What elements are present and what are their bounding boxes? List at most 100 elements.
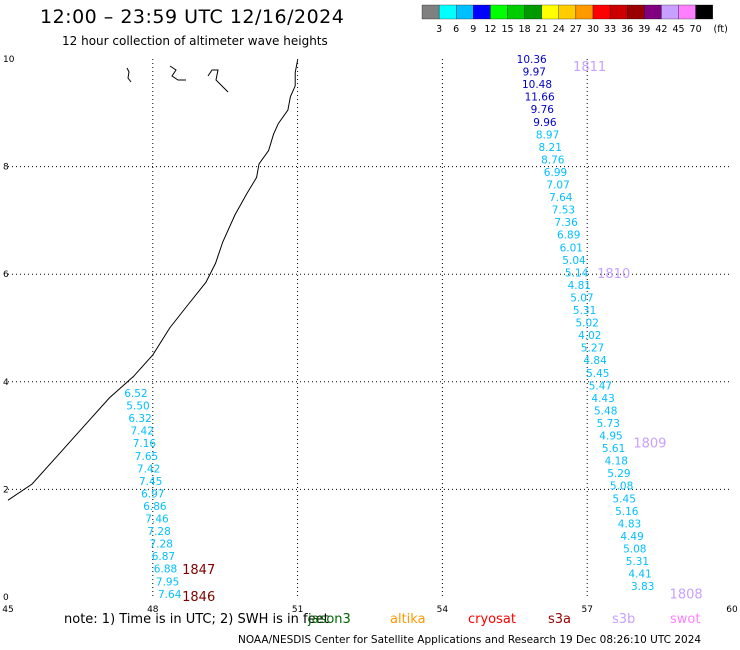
legend-tick: 30 [587, 24, 599, 35]
wave-height-label: 6.99 [544, 167, 567, 179]
legend-tick: 70 [690, 24, 702, 35]
wave-height-label: 6.32 [128, 413, 151, 425]
wave-height-label: 5.04 [562, 255, 586, 267]
mission-s3a: s3a [548, 612, 572, 627]
wave-height-label: 8.97 [536, 129, 559, 141]
footer-credit: NOAA/NESDIS Center for Satellite Applica… [238, 634, 702, 646]
legend-tick: 9 [470, 24, 476, 35]
y-tick-label: 10 [3, 55, 15, 65]
legend-swatch [524, 4, 542, 20]
wave-height-label: 5.50 [126, 401, 149, 413]
wave-tracks: 10.369.9710.4811.669.769.968.978.218.766… [124, 54, 654, 601]
legend-swatch [541, 4, 559, 20]
legend-tick: 24 [553, 24, 565, 35]
wave-height-label: 6.89 [557, 230, 580, 242]
legend-swatch [695, 4, 713, 20]
legend-tick: 42 [655, 24, 667, 35]
y-tick-label: 6 [3, 270, 9, 280]
wave-height-label: 5.45 [586, 368, 609, 380]
mission-altika: altika [390, 612, 426, 627]
wave-height-label: 4.81 [568, 280, 591, 292]
wave-height-label: 9.76 [531, 104, 555, 116]
wave-height-label: 5.45 [613, 493, 636, 505]
wave-height-label: 4.43 [591, 393, 614, 405]
wave-height-label: 5.08 [623, 544, 646, 556]
legend-swatch [490, 4, 508, 20]
wave-height-label: 5.61 [602, 443, 625, 455]
wave-height-label: 9.97 [523, 67, 546, 79]
x-tick-label: 45 [2, 605, 13, 615]
wave-height-label: 6.01 [560, 242, 583, 254]
wave-height-label: 7.65 [135, 451, 158, 463]
wave-height-label: 7.28 [147, 526, 170, 538]
wave-height-label: 4.02 [578, 330, 601, 342]
wave-height-label: 6.86 [143, 501, 167, 513]
page-subtitle: 12 hour collection of altimeter wave hei… [62, 34, 328, 48]
wave-height-label: 7.16 [133, 438, 157, 450]
wave-height-label: 6.52 [124, 388, 147, 400]
legend-tick: 27 [570, 24, 582, 35]
wave-height-label: 4.41 [628, 569, 651, 581]
wave-height-label: 5.07 [570, 293, 593, 305]
wave-height-label: 6.87 [152, 551, 175, 563]
map-grid: 45 48 51 54 57 60 0 2 4 6 8 10 [2, 55, 738, 615]
wave-height-label: 7.53 [552, 205, 575, 217]
color-legend: 3 6 9 12 15 18 21 24 27 30 33 36 39 42 45 70 (ft) [421, 4, 728, 35]
wave-height-label: 10.36 [517, 54, 547, 66]
wave-height-label: 11.66 [525, 92, 555, 104]
legend-tick: 45 [672, 24, 684, 35]
legend-tick: 39 [638, 24, 650, 35]
wave-height-label: 5.02 [576, 318, 599, 330]
legend-swatch [592, 4, 611, 20]
wave-height-label: 6.88 [154, 564, 177, 576]
x-tick-label: 54 [437, 605, 449, 615]
page-title: 12:00 – 23:59 UTC 12/16/2024 [40, 6, 345, 28]
wave-height-label: 7.42 [131, 426, 154, 438]
legend-tick: 21 [536, 24, 548, 35]
wave-height-label: 9.96 [533, 117, 557, 129]
wave-height-label: 3.83 [631, 581, 654, 593]
legend-swatch [456, 4, 474, 20]
time-label: 1810 [597, 267, 630, 282]
wave-height-label: 4.18 [605, 456, 628, 468]
y-tick-label: 0 [3, 593, 9, 603]
wave-height-label: 5.27 [581, 343, 604, 355]
legend-swatch [558, 4, 577, 20]
mission-s3b: s3b [612, 612, 636, 627]
mission-jason3: jason3 [308, 612, 351, 627]
legend-swatch [609, 4, 628, 20]
island [126, 67, 132, 83]
x-tick-label: 57 [581, 605, 592, 615]
wave-height-label: 10.48 [522, 79, 552, 91]
wave-height-label: 5.14 [565, 267, 589, 279]
legend-tick: 6 [453, 24, 459, 35]
wave-height-label: 7.64 [158, 589, 182, 601]
island [169, 65, 186, 81]
legend-swatch [661, 4, 679, 20]
legend-swatch [507, 4, 525, 20]
y-tick-label: 8 [3, 163, 9, 173]
time-label: 1847 [182, 563, 215, 578]
wave-height-label: 5.73 [597, 418, 620, 430]
legend-swatch [644, 4, 662, 20]
time-label: 1809 [633, 437, 666, 452]
wave-height-label: 7.07 [546, 180, 569, 192]
mission-cryosat: cryosat [468, 612, 516, 627]
legend-tick: 12 [484, 24, 496, 35]
wave-height-label: 5.48 [594, 405, 617, 417]
legend-swatch [438, 4, 457, 20]
legend-swatch [575, 4, 594, 20]
legend-tick: 18 [519, 24, 531, 35]
wave-height-label: 7.64 [549, 192, 573, 204]
wave-height-label: 7.46 [145, 514, 169, 526]
legend-tick: 15 [501, 24, 513, 35]
legend-swatch [627, 4, 645, 20]
x-tick-label: 51 [292, 605, 303, 615]
time-label: 1846 [182, 590, 215, 605]
legend-swatch [678, 4, 696, 20]
x-tick-label: 48 [147, 605, 159, 615]
wave-height-label: 7.45 [139, 476, 162, 488]
wave-height-label: 7.95 [156, 576, 179, 588]
